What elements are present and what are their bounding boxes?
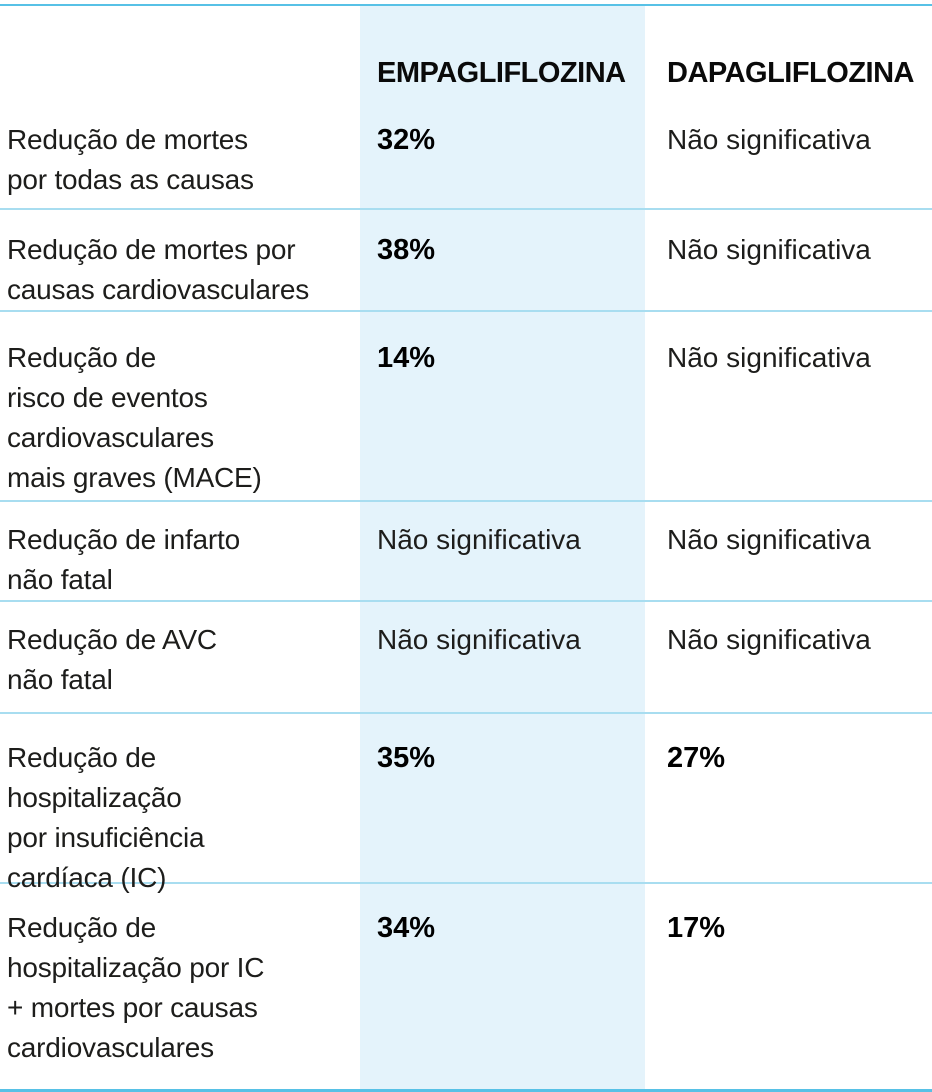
dapagliflozina-value: Não significativa (667, 524, 871, 555)
dapagliflozina-value: Não significativa (667, 124, 871, 155)
table-row: Redução de mortes por causas cardiovascu… (0, 210, 932, 312)
table-row: Redução de hospitalização por IC + morte… (0, 884, 932, 1089)
comparison-table: EMPAGLIFLOZINA DAPAGLIFLOZINA Redução de… (0, 4, 932, 1092)
dapagliflozina-value: 27% (667, 742, 726, 774)
empagliflozina-value: Não significativa (377, 524, 581, 555)
dapagliflozina-value: Não significativa (667, 624, 871, 655)
row-label: Redução de infarto não fatal (7, 524, 241, 595)
dapagliflozina-value: Não significativa (667, 342, 871, 373)
row-label: Redução de mortes por causas cardiovascu… (7, 234, 309, 305)
table-header-row: EMPAGLIFLOZINA DAPAGLIFLOZINA (0, 6, 932, 102)
table-row: Redução de risco de eventos cardiovascul… (0, 312, 932, 502)
table-row: Redução de AVC não fatal Não significati… (0, 602, 932, 714)
row-label: Redução de hospitalização por insuficiên… (7, 742, 205, 893)
row-label: Redução de hospitalização por IC + morte… (7, 912, 265, 1063)
empagliflozina-value: 32% (377, 124, 436, 156)
empagliflozina-value: 35% (377, 742, 436, 774)
highlight-column-background (360, 6, 645, 1089)
row-label: Redução de mortes por todas as causas (7, 124, 254, 195)
empagliflozina-value: Não significativa (377, 624, 581, 655)
row-label: Redução de risco de eventos cardiovascul… (7, 342, 262, 493)
table-row: Redução de infarto não fatal Não signifi… (0, 502, 932, 602)
empagliflozina-value: 14% (377, 342, 436, 374)
table-row: Redução de mortes por todas as causas 32… (0, 102, 932, 210)
row-label: Redução de AVC não fatal (7, 624, 217, 695)
table-row: Redução de hospitalização por insuficiên… (0, 714, 932, 893)
dapagliflozina-value: Não significativa (667, 234, 871, 265)
empagliflozina-value: 34% (377, 912, 436, 944)
column-header-dapagliflozina: DAPAGLIFLOZINA (667, 57, 915, 89)
empagliflozina-value: 38% (377, 234, 436, 266)
column-header-empagliflozina: EMPAGLIFLOZINA (377, 57, 626, 89)
dapagliflozina-value: 17% (667, 912, 726, 944)
